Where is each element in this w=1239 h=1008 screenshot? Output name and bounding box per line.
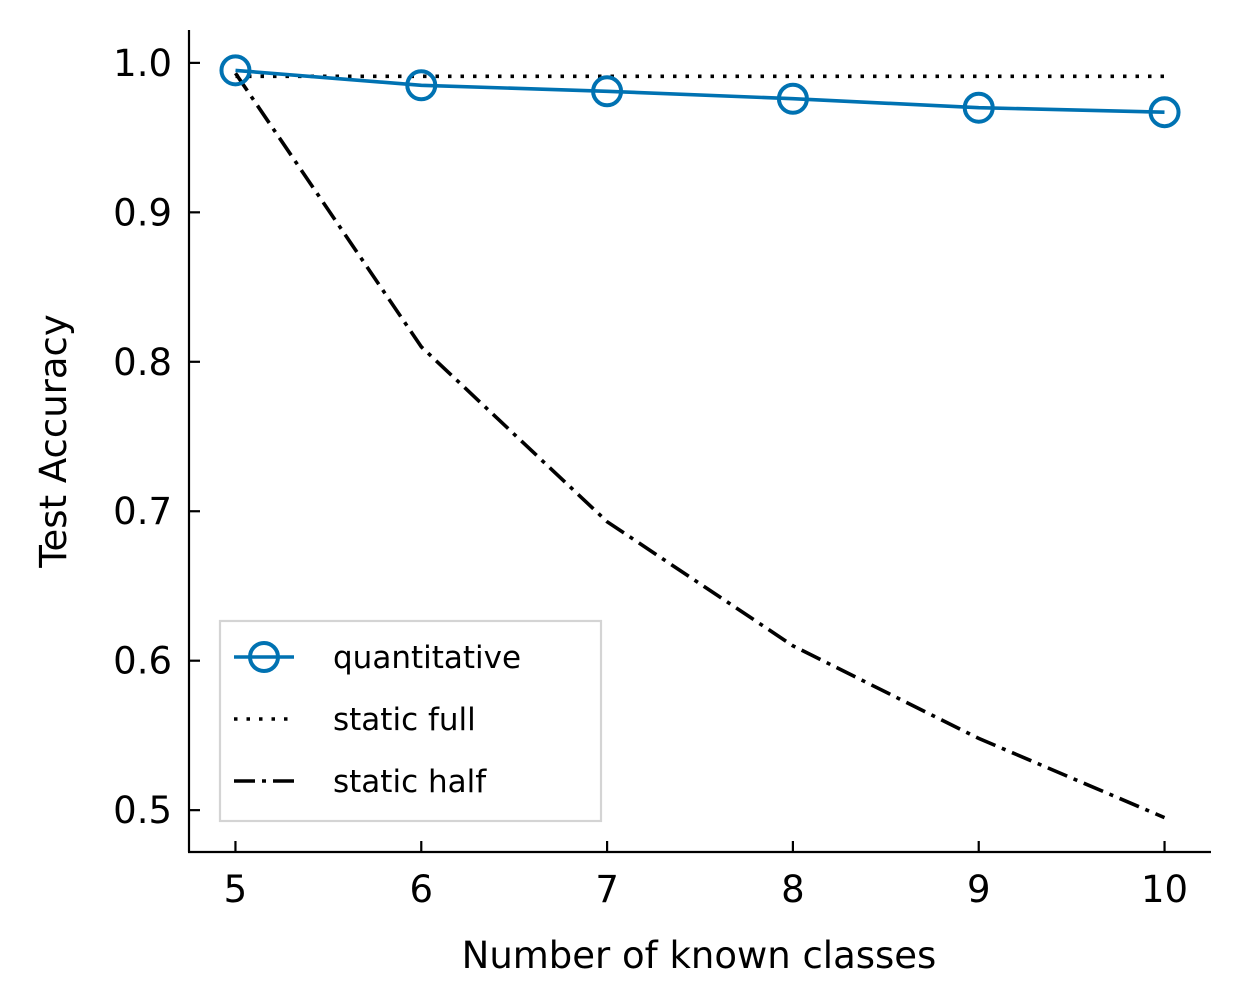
x-tick-label: 6 xyxy=(409,868,433,911)
legend-label: static half xyxy=(333,764,487,800)
x-tick-label: 5 xyxy=(224,868,248,911)
legend-box xyxy=(218,619,603,823)
data-point xyxy=(1148,96,1181,129)
x-tick-label: 7 xyxy=(595,868,619,911)
ticks: 5 6 7 8 9 10 0.5 0.6 0.7 0.8 0.9 1.0 xyxy=(113,42,1188,911)
legend-label: quantitative xyxy=(333,640,521,676)
legend-label: static full xyxy=(333,702,476,738)
legend: quantitative static full static half xyxy=(218,619,603,823)
quantitative-line xyxy=(235,68,1165,114)
data-point xyxy=(591,75,624,108)
y-tick-label: 0.8 xyxy=(113,341,172,384)
x-tick-label: 10 xyxy=(1141,868,1188,911)
data-point xyxy=(405,69,438,102)
data-point xyxy=(776,82,809,115)
data-point xyxy=(962,91,995,124)
static-half-line xyxy=(234,72,1166,820)
x-axis-label: Number of known classes xyxy=(462,934,937,977)
y-tick-label: 0.5 xyxy=(113,789,172,832)
legend-marker xyxy=(248,641,280,673)
x-tick-label: 9 xyxy=(967,868,991,911)
y-tick-label: 0.7 xyxy=(113,490,172,533)
series-layer xyxy=(219,54,1181,820)
x-tick-label: 8 xyxy=(781,868,805,911)
y-axis-label: Test Accuracy xyxy=(32,314,75,569)
y-tick-label: 1.0 xyxy=(113,42,172,85)
y-tick-label: 0.6 xyxy=(113,640,172,683)
axes xyxy=(187,30,1211,854)
data-point xyxy=(219,54,252,87)
y-tick-label: 0.9 xyxy=(113,191,172,234)
